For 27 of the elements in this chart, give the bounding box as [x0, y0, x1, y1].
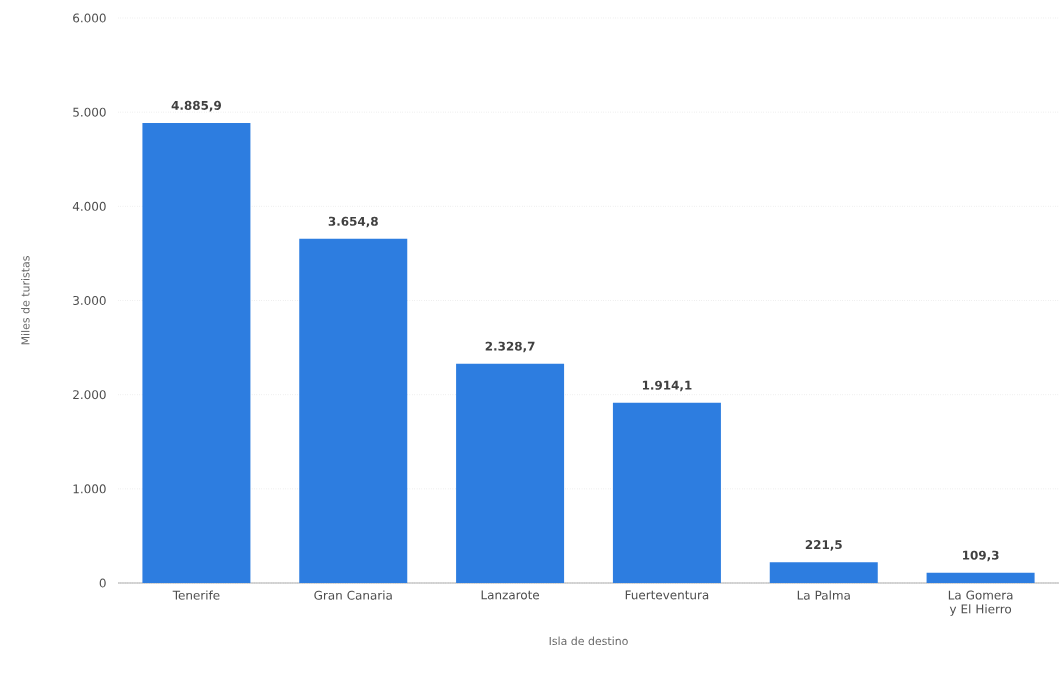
y-tick-label: 0 — [99, 578, 106, 588]
data-label: 109,3 — [963, 550, 999, 562]
x-tick-label: Tenerife — [172, 590, 220, 600]
y-axis-title: Miles de turistas — [21, 256, 30, 345]
x-tick-label: Fuerteventura — [625, 590, 709, 600]
data-label: 4.885,9 — [171, 100, 221, 112]
data-label: 2.328,7 — [485, 341, 535, 353]
y-tick-label: 5.000 — [73, 107, 106, 117]
x-tick-label: La Palma — [797, 590, 850, 600]
data-label: 1.914,1 — [642, 380, 692, 392]
bar — [769, 562, 878, 583]
y-tick-label: 1.000 — [73, 484, 106, 494]
x-axis-title: Isla de destino — [549, 636, 628, 646]
data-label: 3.654,8 — [328, 216, 378, 228]
bar — [142, 122, 251, 583]
data-label: 221,5 — [805, 540, 842, 551]
x-tick-label: Lanzarote — [481, 590, 540, 600]
y-tick-label: 3.000 — [73, 295, 106, 306]
bar — [299, 238, 408, 583]
bar — [612, 402, 721, 583]
y-tick-label: 6.000 — [73, 13, 106, 23]
y-tick-label: 4.000 — [72, 201, 106, 211]
bar — [926, 572, 1035, 583]
bar — [456, 363, 565, 583]
y-tick-label: 2.000 — [73, 390, 106, 400]
x-tick-label: La Gomera y El Hierro — [948, 590, 1013, 616]
x-tick-label: Gran Canaria — [314, 590, 392, 600]
